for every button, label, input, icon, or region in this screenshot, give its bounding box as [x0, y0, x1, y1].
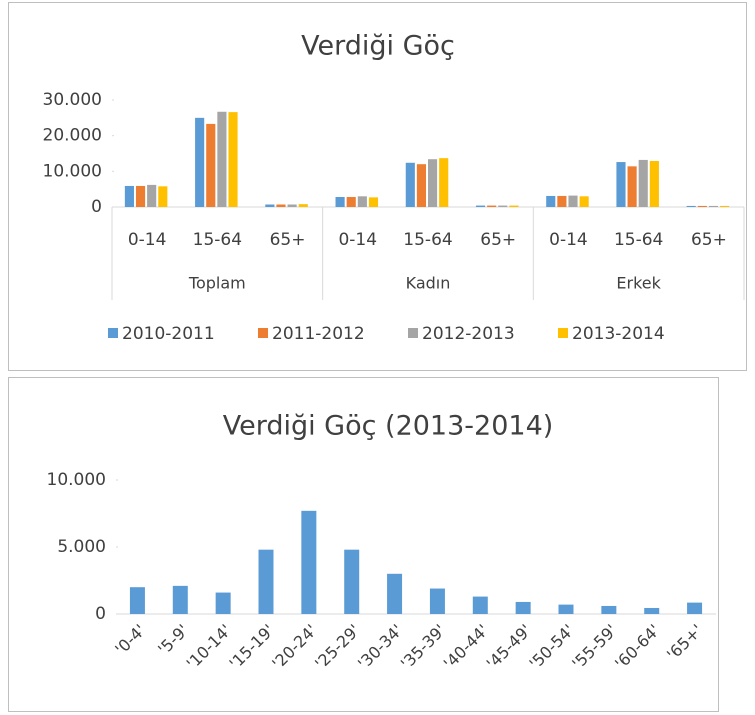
group-label: Toplam [188, 274, 246, 293]
bar [558, 604, 574, 614]
bar [387, 573, 403, 614]
bar [472, 596, 488, 614]
bar [344, 549, 360, 614]
bar [439, 158, 449, 207]
bar [601, 605, 617, 614]
legend-swatch [108, 328, 118, 338]
bar [228, 112, 238, 207]
bar [720, 205, 730, 207]
bar [568, 195, 578, 207]
y-tick-label: 10.000 [43, 161, 102, 181]
bar [158, 186, 168, 207]
legend-label: 2013-2014 [572, 324, 665, 344]
legend-swatch [408, 328, 418, 338]
x-tick-label: 0-14 [128, 230, 167, 250]
bar [416, 164, 426, 207]
bar [579, 196, 589, 207]
bar [276, 204, 286, 207]
bar [217, 111, 227, 207]
group-label: Erkek [616, 274, 661, 293]
y-tick-label: 20.000 [43, 126, 102, 146]
bar [687, 602, 703, 614]
y-tick-label: 0 [91, 197, 102, 217]
y-tick-label: 10.000 [47, 470, 106, 490]
chart-bar: Verdiği Göç (2013-2014) 05.00010.000'0-4… [8, 377, 719, 712]
x-tick-label: 65+ [480, 230, 516, 250]
bar [498, 205, 508, 207]
bar [509, 205, 519, 207]
bar [265, 204, 275, 207]
y-tick-label: 30.000 [43, 90, 102, 110]
bar [638, 159, 648, 207]
chart-title: Verdiği Göç [301, 31, 455, 62]
x-tick-label: 0-14 [549, 230, 588, 250]
bar [206, 123, 216, 207]
bar [487, 205, 497, 207]
bar [616, 162, 626, 207]
bar [428, 159, 438, 207]
bar [287, 204, 297, 207]
legend-label: 2012-2013 [422, 324, 515, 344]
legend-label: 2010-2011 [122, 324, 215, 344]
legend-label: 2011-2012 [272, 324, 365, 344]
bar [686, 205, 696, 207]
x-tick-label: 15-64 [403, 230, 452, 250]
legend-swatch [558, 328, 568, 338]
bar [515, 601, 531, 614]
bar [147, 184, 157, 207]
x-tick-label: 65+ [691, 230, 727, 250]
bar [708, 205, 719, 207]
x-tick-label: 15-64 [614, 230, 663, 250]
x-tick-label: 15-64 [193, 230, 242, 250]
group-label: Kadın [406, 274, 451, 293]
y-tick-label: 5.000 [57, 537, 106, 557]
bar [124, 185, 134, 207]
chart-grouped: Verdiği Göç 0 10.000 20.000 30.000 0-14 15-64… [8, 2, 747, 371]
x-tick-label: 0-14 [338, 230, 377, 250]
bar [546, 195, 556, 207]
bar [697, 205, 707, 207]
bar [357, 196, 367, 207]
bar [301, 510, 317, 614]
bar [195, 117, 205, 207]
bar [172, 585, 188, 614]
bar [644, 607, 660, 614]
bar [129, 587, 145, 614]
bar [649, 160, 659, 207]
bar [557, 195, 567, 207]
bar [475, 205, 486, 207]
chart-border [8, 377, 719, 712]
legend-swatch [258, 328, 268, 338]
y-tick-label: 0 [95, 604, 106, 624]
bar [335, 197, 345, 207]
bar [368, 197, 379, 207]
bar [298, 204, 308, 207]
x-tick-label: 65+ [270, 230, 306, 250]
bar [627, 166, 637, 207]
bar [135, 185, 146, 207]
bar [405, 162, 415, 207]
bar [215, 592, 231, 614]
bar [258, 549, 274, 614]
bar [346, 197, 356, 207]
chart-title: Verdiği Göç (2013-2014) [223, 411, 554, 442]
bar [429, 588, 445, 614]
